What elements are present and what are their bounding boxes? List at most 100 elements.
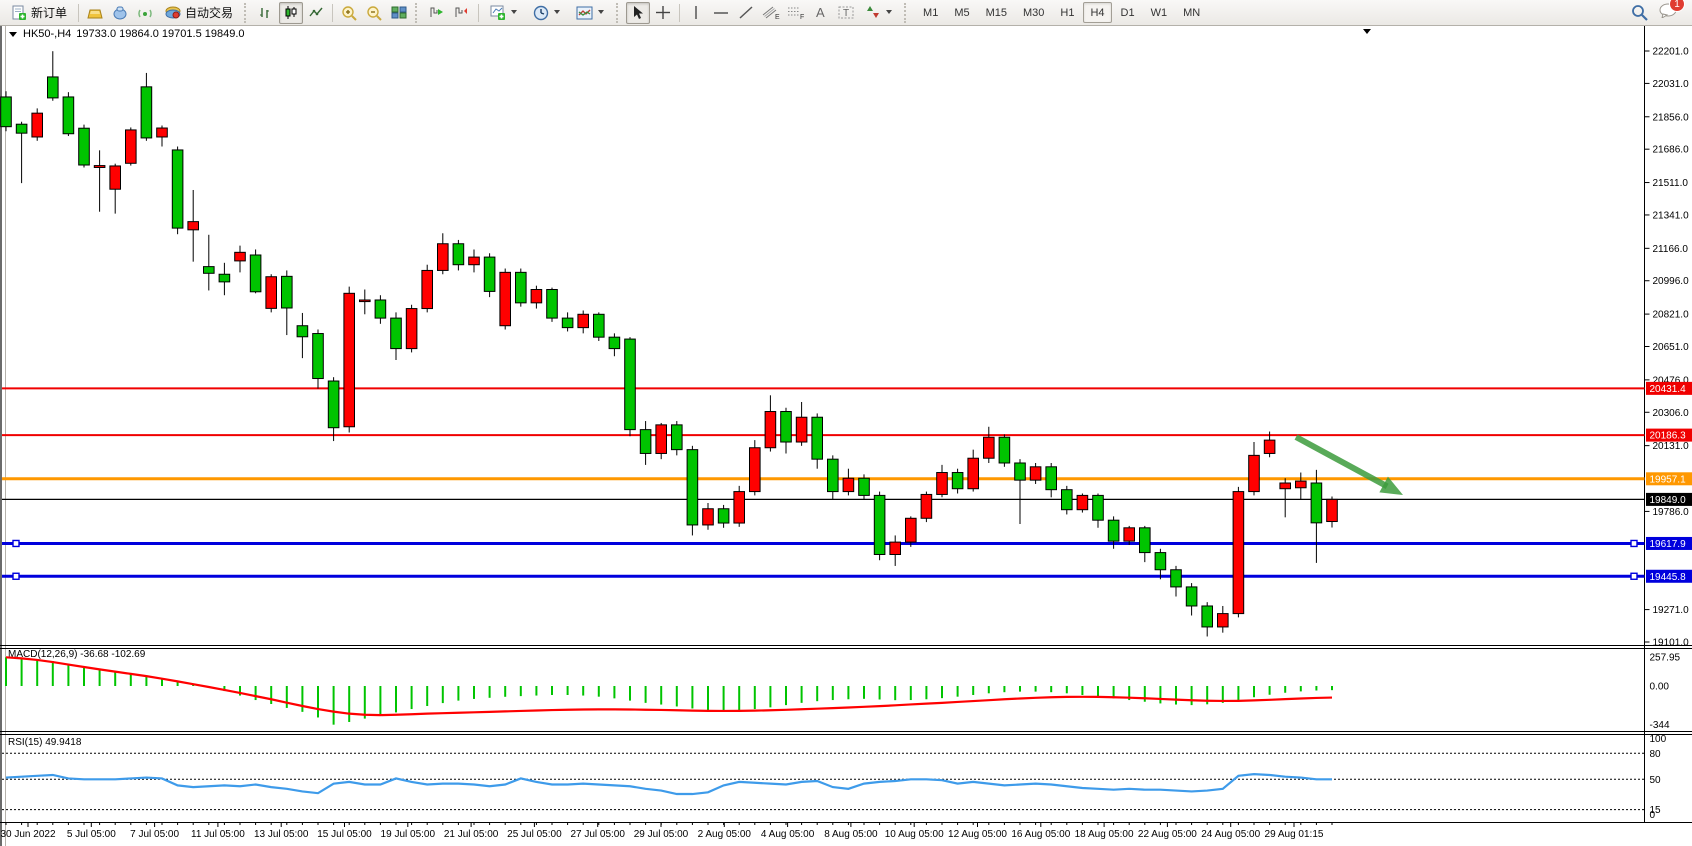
sr-line-handle[interactable] [12,539,20,548]
timeframe-toolbar: M1 M5 M15 M30 H1 H4 D1 W1 MN [916,2,1207,23]
auto-trading-button[interactable]: 自动交易 [158,2,240,24]
toolbar-separator [332,3,334,22]
price-tick-label: 22031.0 [1653,79,1690,90]
text-label-tool-button[interactable]: T [834,2,858,24]
candle [905,517,917,543]
tab-timeframe-H1[interactable]: H1 [1060,6,1075,19]
trend-arrow-annotation[interactable] [1294,434,1389,490]
tab-timeframe-M30[interactable]: M30 [1023,6,1045,19]
candle [452,243,465,266]
zoom-out-button[interactable] [362,2,386,24]
tab-timeframe-D1[interactable]: D1 [1120,6,1135,19]
price-badge [1646,381,1692,395]
rsi-line [5,772,1332,796]
new-order-icon [12,5,26,20]
price-tick-label: 20306.0 [1653,408,1690,419]
sr-line-handle[interactable] [12,572,20,580]
time-axis-label: 22 Aug 05:00 [1138,829,1197,840]
rsi-axis-label: 50 [1650,775,1662,786]
svg-text:A: A [816,5,825,20]
cursor-tool-button[interactable] [626,1,651,24]
candle [1201,605,1214,628]
candle [827,458,839,493]
trendline-icon [739,6,753,19]
price-badge-label: 20431.4 [1650,384,1687,395]
candle [702,508,714,526]
rsi-axis-label: 15 [1650,805,1662,816]
templates-button[interactable] [569,2,612,24]
tab-timeframe-H4[interactable]: H4 [1083,2,1112,23]
candle [1295,480,1307,489]
time-axis-label: 29 Aug 01:15 [1265,829,1324,840]
macd-indicator-label: MACD(12,26,9) -36.68 -102.69 [8,649,146,660]
bar-chart-button[interactable] [254,2,278,24]
candle [0,96,12,128]
main-toolbar: 新订单 [0,0,1692,26]
price-tick-label: 21511.0 [1653,178,1689,189]
candle [15,123,28,134]
candle [733,491,746,524]
time-axis-label: 7 Jul 05:00 [130,829,179,840]
candle [749,447,761,493]
candle [530,288,543,304]
arrows-tool-button[interactable] [859,2,900,24]
candle [312,333,324,380]
candle [686,449,699,526]
price-badge [1646,472,1692,486]
time-axis-label: 13 Jul 05:00 [254,829,309,840]
tab-timeframe-M15[interactable]: M15 [985,6,1007,19]
vertical-line-tool-button[interactable] [684,2,708,24]
horizontal-line-tool-button[interactable] [709,2,733,24]
history-center-button[interactable] [108,2,132,24]
equidistant-channel-tool-button[interactable]: E [759,2,783,24]
fibonacci-tool-button[interactable]: F [784,2,808,24]
chart-shift-marker[interactable] [1363,29,1371,34]
periods-button[interactable] [526,2,568,24]
indicators-button[interactable] [483,2,525,24]
zoom-in-button[interactable] [337,2,361,24]
crosshair-tool-button[interactable] [651,2,675,24]
time-axis-label: 16 Aug 05:00 [1011,829,1070,840]
chart-shift-button[interactable] [450,2,474,24]
sr-line-handle[interactable] [1630,572,1638,580]
search-icon[interactable] [1631,4,1648,21]
time-axis-label: 18 Aug 05:00 [1075,829,1134,840]
trend-arrow-head[interactable] [1379,476,1403,495]
candle [437,243,449,271]
time-axis-label: 8 Aug 05:00 [824,829,878,840]
candle [296,325,309,338]
line-chart-button[interactable] [304,2,328,24]
sr-line-handle[interactable] [1630,539,1638,548]
tile-windows-icon [391,6,407,19]
time-axis-label: 5 Jul 05:00 [67,829,116,840]
tab-timeframe-M1[interactable]: M1 [923,6,939,19]
symbol-dropdown-icon[interactable] [9,31,18,38]
candle [593,313,605,338]
auto-scroll-button[interactable] [425,2,449,24]
macd-axis-label: -344 [1650,720,1670,731]
notifications-button[interactable]: 1 [1658,0,1685,23]
text-tool-button[interactable]: A [809,2,833,24]
candle [936,472,948,495]
candle [1029,466,1042,481]
candlestick-chart-button[interactable] [279,1,304,24]
tile-windows-button[interactable] [387,2,411,24]
candle [203,266,215,274]
candle [515,271,527,304]
candle [858,477,870,496]
svg-text:F: F [800,14,804,20]
price-tick-label: 20996.0 [1653,276,1690,287]
price-tick-label: 22201.0 [1653,47,1690,58]
candle [1014,462,1026,481]
tab-timeframe-MN[interactable]: MN [1183,6,1201,19]
trendline-tool-button[interactable] [734,2,758,24]
new-order-button[interactable]: 新订单 [4,2,74,24]
tab-timeframe-M5[interactable]: M5 [954,6,970,19]
candle [951,472,964,490]
chart-title: HK50-,H4 19733.0 19864.0 19701.5 19849.0 [9,28,245,40]
market-watch-button[interactable] [83,2,107,24]
tab-timeframe-W1[interactable]: W1 [1150,6,1168,19]
price-badge [1646,428,1692,442]
signals-button[interactable] [133,2,157,24]
